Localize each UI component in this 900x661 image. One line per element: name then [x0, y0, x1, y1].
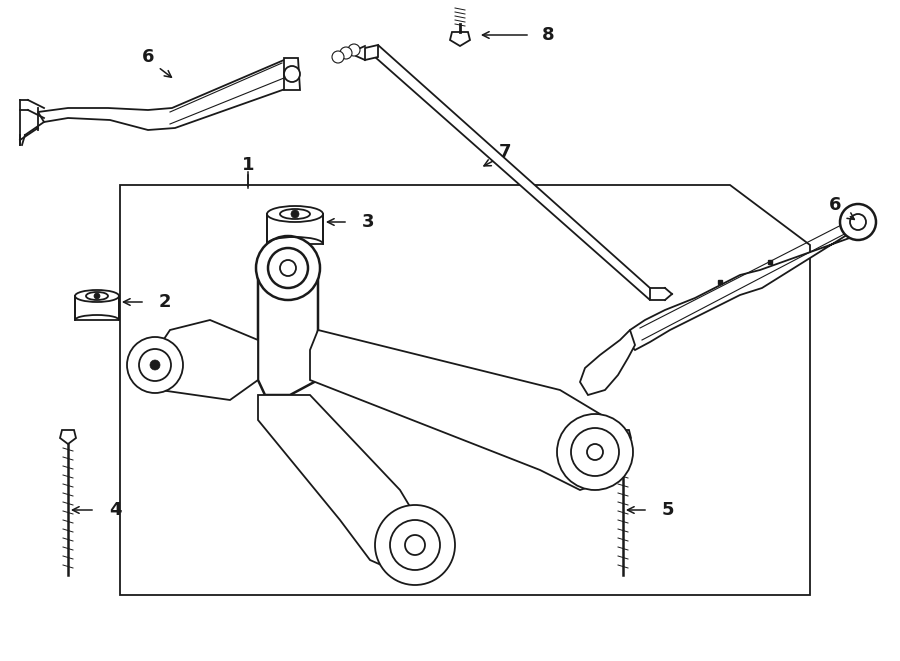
Circle shape [332, 51, 344, 63]
Circle shape [405, 535, 425, 555]
Polygon shape [75, 296, 119, 320]
Circle shape [256, 236, 320, 300]
Ellipse shape [75, 290, 119, 302]
Polygon shape [615, 430, 631, 444]
Ellipse shape [280, 209, 310, 219]
Polygon shape [258, 395, 435, 580]
Ellipse shape [86, 292, 108, 300]
Text: 3: 3 [362, 213, 374, 231]
Polygon shape [38, 60, 290, 130]
Text: 6: 6 [829, 196, 842, 214]
Text: 8: 8 [542, 26, 554, 44]
Text: 4: 4 [109, 501, 122, 519]
Circle shape [587, 444, 603, 460]
Polygon shape [267, 214, 323, 244]
Text: 6: 6 [142, 48, 154, 66]
Text: 7: 7 [499, 143, 511, 161]
Text: 1: 1 [242, 156, 254, 174]
Circle shape [840, 204, 876, 240]
Polygon shape [580, 330, 635, 395]
Polygon shape [145, 320, 258, 400]
Circle shape [850, 214, 866, 230]
Polygon shape [60, 430, 76, 444]
Circle shape [147, 357, 163, 373]
Circle shape [348, 44, 360, 56]
Text: 2: 2 [158, 293, 171, 311]
Circle shape [139, 349, 171, 381]
Polygon shape [310, 330, 620, 490]
Circle shape [268, 248, 308, 288]
Polygon shape [450, 32, 470, 46]
Circle shape [127, 337, 183, 393]
Circle shape [280, 260, 296, 276]
Polygon shape [284, 58, 300, 90]
Polygon shape [630, 215, 858, 350]
Polygon shape [375, 45, 650, 300]
Polygon shape [120, 185, 810, 595]
Circle shape [94, 293, 100, 299]
Polygon shape [365, 45, 378, 60]
Polygon shape [258, 248, 318, 395]
Ellipse shape [267, 206, 323, 222]
Circle shape [284, 66, 300, 82]
Circle shape [340, 47, 352, 59]
Circle shape [557, 414, 633, 490]
Circle shape [150, 360, 160, 370]
Circle shape [571, 428, 619, 476]
Text: 5: 5 [662, 501, 674, 519]
Circle shape [291, 210, 299, 218]
Circle shape [390, 520, 440, 570]
Circle shape [375, 505, 455, 585]
